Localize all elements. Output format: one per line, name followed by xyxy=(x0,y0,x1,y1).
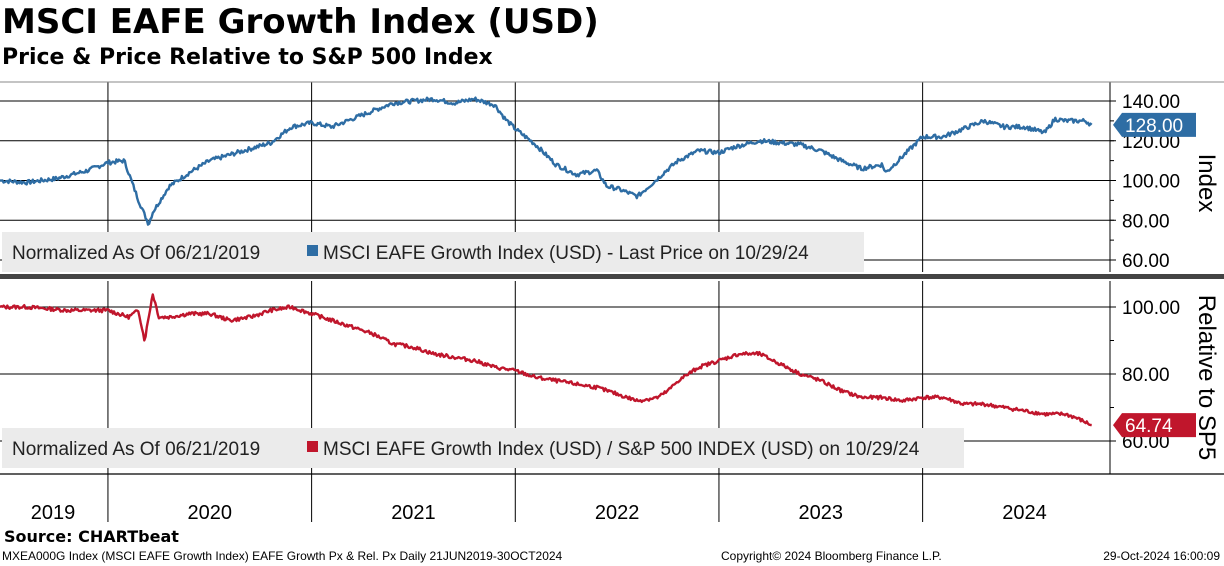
y-tick-label: 100.00 xyxy=(1122,172,1180,193)
page-subtitle: Price & Price Relative to S&P 500 Index xyxy=(2,45,493,70)
footer-ticker-info: MXEA000G Index (MSCI EAFE Growth Index) … xyxy=(2,549,563,563)
source-label: Source: CHARTbeat xyxy=(4,527,179,546)
legend-box xyxy=(2,428,964,468)
legend-box xyxy=(2,232,864,272)
y-tick-label: 120.00 xyxy=(1122,132,1180,153)
x-tick-label: 2021 xyxy=(391,502,436,524)
y-tick-label: 80.00 xyxy=(1122,211,1170,232)
legend-prefix: Normalized As Of 06/21/2019 xyxy=(12,439,260,460)
page-title: MSCI EAFE Growth Index (USD) xyxy=(2,2,599,42)
y-tick-label: 140.00 xyxy=(1122,92,1180,113)
legend-swatch xyxy=(307,441,318,452)
last-value-bg xyxy=(1113,112,1196,137)
y-tick-label: 60.00 xyxy=(1122,251,1170,272)
last-value-tag: 64.74 xyxy=(1113,413,1196,438)
x-tick-label: 2022 xyxy=(595,502,640,524)
legend-prefix: Normalized As Of 06/21/2019 xyxy=(12,243,260,264)
panel-divider xyxy=(0,274,1224,279)
series-line-1 xyxy=(0,293,1092,427)
legend-series-label: MSCI EAFE Growth Index (USD) / S&P 500 I… xyxy=(323,439,920,460)
footer-timestamp: 29-Oct-2024 16:00:09 xyxy=(1103,549,1220,563)
y-tick-label: 80.00 xyxy=(1122,365,1170,386)
y-axis-title: Index xyxy=(1193,154,1220,213)
last-value-bg xyxy=(1113,413,1196,438)
footer-copyright: Copyright© 2024 Bloomberg Finance L.P. xyxy=(721,549,942,563)
legend-swatch xyxy=(307,245,318,256)
legend: Normalized As Of 06/21/2019 MSCI EAFE Gro… xyxy=(2,428,964,468)
series-line-0 xyxy=(0,96,1093,226)
x-tick-label: 2023 xyxy=(799,502,844,524)
x-tick-label: 2020 xyxy=(188,502,233,524)
y-axis-title: Relative to SP5 xyxy=(1193,295,1220,460)
legend-series-label: MSCI EAFE Growth Index (USD) - Last Pric… xyxy=(323,243,809,264)
last-value-label: 64.74 xyxy=(1125,416,1173,437)
last-value-label: 128.00 xyxy=(1125,116,1183,137)
last-value-tag: 128.00 xyxy=(1113,112,1196,137)
y-tick-label: 100.00 xyxy=(1122,298,1180,319)
y-tick-label: 60.00 xyxy=(1122,432,1170,453)
legend: Normalized As Of 06/21/2019 MSCI EAFE Gro… xyxy=(2,232,864,272)
x-tick-label: 2019 xyxy=(31,502,76,524)
x-tick-label: 2024 xyxy=(1002,502,1047,524)
